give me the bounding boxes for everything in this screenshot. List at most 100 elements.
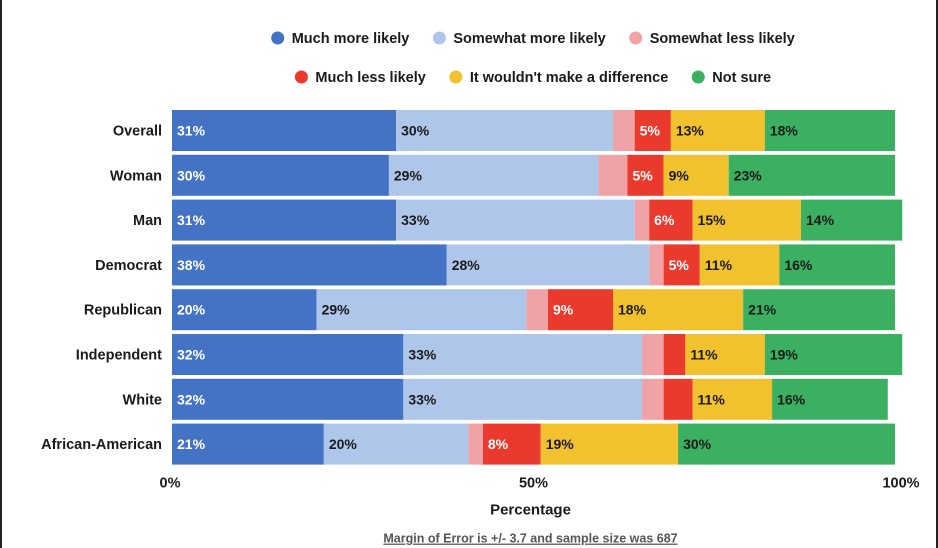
category-label: Republican xyxy=(84,303,162,319)
bar-segment-somewhat-more-likely xyxy=(403,378,642,420)
legend-label-it-wouldn-t-make-a-difference: It wouldn't make a difference xyxy=(470,70,668,86)
legend-swatch-not-sure xyxy=(691,70,705,84)
bar-segment-it-wouldn-t-make-a-difference xyxy=(540,423,679,465)
bar-segment-not-sure xyxy=(678,423,895,465)
bar-segment-much-less-likely xyxy=(649,199,693,241)
legend-item-much-more-likely: Much more likely xyxy=(271,31,409,47)
data-label: 8% xyxy=(488,436,509,452)
bar-segment-much-more-likely xyxy=(172,378,404,420)
bar-segment-much-less-likely xyxy=(482,423,541,465)
data-label: 13% xyxy=(676,123,705,139)
data-label: 16% xyxy=(777,391,806,407)
bar-segment-somewhat-less-likely xyxy=(526,289,548,331)
legend-item-it-wouldn-t-make-a-difference: It wouldn't make a difference xyxy=(449,70,668,86)
bar-segment-much-less-likely xyxy=(547,289,614,331)
legend-row: Much more likely Somewhat more likely Some… xyxy=(271,31,795,47)
data-label: 5% xyxy=(640,123,661,139)
bar-row-man: Man 31% 33% 6% 15% 14% xyxy=(133,199,903,241)
bar-segment-it-wouldn-t-make-a-difference xyxy=(670,110,765,151)
data-label: 20% xyxy=(177,302,206,318)
legend-label-much-more-likely: Much more likely xyxy=(292,31,410,47)
category-label: White xyxy=(123,392,162,408)
legend-swatch-somewhat-less-likely xyxy=(629,31,643,45)
data-label: 21% xyxy=(177,436,206,452)
bar-segment-much-more-likely xyxy=(172,154,389,196)
bar-segment-somewhat-more-likely xyxy=(388,154,599,196)
legend-item-somewhat-less-likely: Somewhat less likely xyxy=(629,31,795,47)
bar-segment-not-sure xyxy=(772,378,888,420)
data-label: 21% xyxy=(748,302,777,318)
legend-item-much-less-likely: Much less likely xyxy=(294,70,426,86)
data-label: 11% xyxy=(690,347,718,363)
data-label: 18% xyxy=(618,302,647,318)
legend-swatch-somewhat-more-likely xyxy=(432,31,446,45)
bar-segment-not-sure xyxy=(801,199,903,241)
bar-segment-somewhat-less-likely xyxy=(649,244,664,286)
bar-segment-much-more-likely xyxy=(172,334,404,375)
legend-label-somewhat-more-likely: Somewhat more likely xyxy=(453,31,605,47)
legend-swatch-much-more-likely xyxy=(271,31,285,45)
category-label: Woman xyxy=(110,168,162,184)
legend-label-much-less-likely: Much less likely xyxy=(315,70,425,86)
data-label: 33% xyxy=(408,347,437,363)
data-label: 38% xyxy=(177,257,206,273)
data-label: 5% xyxy=(632,167,653,183)
legend-item-somewhat-more-likely: Somewhat more likely xyxy=(432,31,606,47)
legend-label-not-sure: Not sure xyxy=(712,70,771,86)
legend-label-somewhat-less-likely: Somewhat less likely xyxy=(650,31,795,47)
data-label: 15% xyxy=(698,212,727,228)
bar-segment-much-less-likely xyxy=(663,378,693,420)
bar-row-white: White 32% 33% 11% 16% xyxy=(123,378,888,420)
data-label: 33% xyxy=(408,391,437,407)
data-label: 6% xyxy=(654,212,675,228)
category-label: Independent xyxy=(76,348,162,364)
bar-segment-much-more-likely xyxy=(172,110,397,151)
bar-segment-it-wouldn-t-make-a-difference xyxy=(692,199,802,241)
x-tick-label: 0% xyxy=(160,476,181,492)
data-label: 11% xyxy=(705,257,733,273)
data-label: 32% xyxy=(177,391,206,407)
legend-row: Much less likely It wouldn't make a diffe… xyxy=(294,70,771,86)
bar-segment-it-wouldn-t-make-a-difference xyxy=(699,244,780,286)
x-tick-label: 50% xyxy=(519,476,548,492)
category-label: African-American xyxy=(41,437,162,453)
bar-segment-somewhat-less-likely xyxy=(641,334,664,375)
data-label: 30% xyxy=(683,436,712,452)
bar-segment-not-sure xyxy=(779,244,895,286)
bar-segment-much-less-likely xyxy=(663,244,700,286)
bar-segment-somewhat-less-likely xyxy=(641,378,664,420)
x-axis-title: Percentage xyxy=(490,502,571,519)
x-tick-label: 100% xyxy=(882,476,919,492)
bar-segment-somewhat-less-likely xyxy=(598,154,628,196)
bar-segment-somewhat-more-likely xyxy=(446,244,650,286)
data-label: 9% xyxy=(553,302,574,318)
data-label: 11% xyxy=(698,391,726,407)
data-label: 33% xyxy=(401,212,430,228)
bar-segment-not-sure xyxy=(743,289,895,331)
data-label: 31% xyxy=(177,123,206,139)
legend-swatch-much-less-likely xyxy=(294,70,308,84)
bar-segment-somewhat-less-likely xyxy=(634,199,650,241)
bar-row-african-american: African-American 21% 20% 8% 19% 30% xyxy=(41,423,895,465)
data-label: 32% xyxy=(177,347,206,363)
bar-segment-it-wouldn-t-make-a-difference xyxy=(685,334,765,375)
data-label: 18% xyxy=(770,123,799,139)
bar-row-democrat: Democrat 38% 28% 5% 11% 16% xyxy=(95,244,895,286)
bar-row-woman: Woman 30% 29% 5% 9% 23% xyxy=(110,154,895,196)
legend-swatch-it-wouldn-t-make-a-difference xyxy=(449,70,463,84)
bar-segment-not-sure xyxy=(764,334,903,375)
bar-segment-much-more-likely xyxy=(172,199,397,241)
legend-item-not-sure: Not sure xyxy=(691,70,771,86)
bar-segment-it-wouldn-t-make-a-difference xyxy=(692,378,773,420)
data-label: 14% xyxy=(806,212,835,228)
category-label: Man xyxy=(133,213,162,229)
bar-segment-somewhat-more-likely xyxy=(323,423,469,465)
data-label: 29% xyxy=(394,167,423,183)
category-label: Democrat xyxy=(95,258,162,274)
data-label: 30% xyxy=(401,123,430,139)
category-label: Overall xyxy=(113,124,162,140)
data-label: 19% xyxy=(546,436,575,452)
bar-segment-much-less-likely xyxy=(634,110,671,151)
